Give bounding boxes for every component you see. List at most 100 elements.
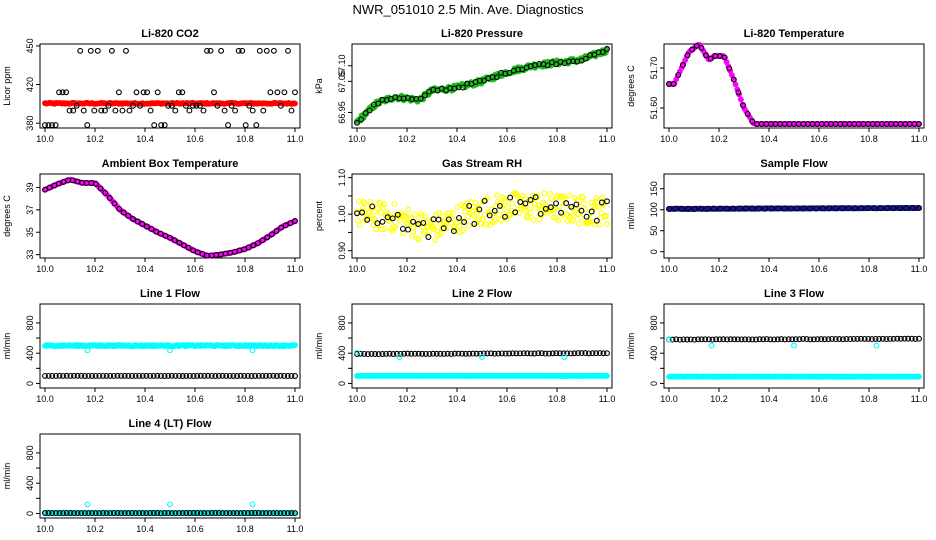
data-point [94, 47, 101, 54]
y-axis-label: ml/min [626, 203, 636, 230]
data-point [194, 372, 201, 379]
data-point [591, 51, 598, 58]
data-point [598, 199, 605, 206]
sample-standards [666, 205, 922, 212]
data-point [139, 372, 146, 379]
data-point [814, 336, 821, 343]
data-point [527, 209, 534, 216]
data-point [417, 95, 424, 102]
data-point [143, 223, 150, 230]
data-point [596, 350, 603, 357]
x-tick-label: 10.0 [660, 394, 678, 404]
data-point [916, 335, 922, 342]
data-point [749, 336, 756, 343]
data-point [710, 205, 717, 212]
data-point [666, 205, 672, 212]
data-point [556, 350, 563, 357]
data-point [63, 372, 70, 379]
data-point [755, 205, 762, 212]
data-point [119, 107, 126, 114]
data-point [565, 58, 572, 65]
data-point [738, 336, 745, 343]
data-point [542, 205, 549, 212]
data-point [450, 228, 457, 235]
data-point [432, 236, 439, 243]
data-point [604, 46, 610, 52]
data-point [785, 336, 792, 343]
data-point [245, 244, 252, 251]
data-point [208, 510, 215, 516]
data-point [435, 216, 442, 223]
data-point [854, 335, 861, 342]
data-point [593, 195, 600, 202]
data-point [49, 510, 56, 517]
data-point [107, 372, 114, 379]
x-tick-label: 10.2 [86, 134, 104, 144]
data-point [426, 227, 433, 234]
data-point [179, 373, 186, 379]
data-point [91, 107, 98, 114]
data-point [433, 350, 440, 357]
data-point [444, 350, 451, 357]
data-point [470, 212, 477, 219]
data-point [749, 205, 756, 212]
data-point [147, 510, 154, 516]
y-axis-label: ml/min [2, 463, 12, 490]
data-point [176, 372, 183, 379]
data-point [125, 212, 132, 219]
data-point [479, 354, 485, 360]
x-tick-label: 10.6 [498, 134, 516, 144]
y-axis-label: degrees C [626, 65, 636, 107]
data-point [825, 336, 832, 343]
data-point [165, 102, 172, 109]
data-point [225, 122, 232, 129]
data-point [408, 350, 415, 357]
data-point [673, 336, 680, 343]
data-point [705, 336, 712, 343]
data-point [563, 200, 570, 207]
data-point [464, 80, 471, 87]
x-tick-label: 10.2 [398, 134, 416, 144]
data-point [440, 219, 447, 226]
data-point [672, 205, 679, 212]
data-point [183, 372, 190, 379]
data-point [226, 510, 233, 517]
data-point [448, 215, 455, 222]
x-tick-label: 10.8 [548, 394, 566, 404]
x-tick-label: 10.2 [710, 264, 728, 274]
data-point [172, 510, 179, 517]
data-point [84, 122, 91, 129]
data-point [734, 336, 741, 343]
data-point [248, 373, 255, 379]
data-point [744, 110, 751, 117]
data-point [136, 372, 143, 379]
data-point [42, 122, 48, 129]
data-point [709, 336, 716, 343]
data-point [675, 71, 682, 78]
data-point [800, 205, 807, 212]
x-tick-label: 10.6 [810, 264, 828, 274]
data-point [916, 205, 922, 212]
data-point [603, 212, 609, 219]
plot-frame [663, 43, 925, 129]
data-point [498, 350, 505, 357]
data-point [250, 242, 257, 249]
x-tick-label: 10.2 [398, 264, 416, 274]
line1-spikes [84, 347, 256, 354]
data-point [704, 205, 711, 212]
data-point [114, 372, 121, 379]
data-point [171, 237, 178, 244]
x-tick-label: 10.2 [86, 524, 104, 534]
data-point [185, 244, 192, 251]
data-point [901, 335, 908, 342]
data-point [85, 372, 92, 379]
y-tick-label: 100 [649, 202, 659, 217]
data-point [877, 205, 884, 212]
data-point [273, 373, 280, 379]
data-point [829, 335, 835, 342]
data-point [234, 510, 240, 517]
data-point [230, 372, 237, 379]
data-point [157, 372, 164, 379]
plot-frame [39, 303, 301, 389]
